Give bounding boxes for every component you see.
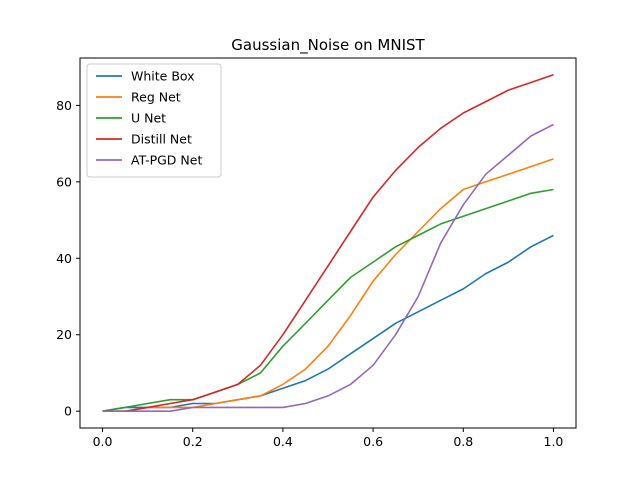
y-tick-label-4: 80: [56, 98, 72, 113]
plot-frame: [79, 57, 577, 429]
y-tick-label-3: 60: [56, 174, 72, 189]
y-tick-label-0: 0: [64, 404, 72, 419]
legend-label-2: U Net: [131, 111, 166, 126]
legend-label-3: Distill Net: [131, 132, 192, 147]
series-layer: [102, 74, 554, 413]
x-tick-label-1: 0.2: [183, 434, 203, 449]
y-tick-label-1: 20: [56, 327, 72, 342]
series-line-4: [102, 123, 554, 413]
series-line-0: [102, 234, 554, 412]
legend: White Box Reg Net U Net Distill Net AT-PGD N…: [86, 63, 222, 178]
x-tick-label-2: 0.4: [273, 434, 293, 449]
legend-box: [86, 63, 222, 178]
x-tick-label-0: 0.0: [93, 434, 113, 449]
series-line-2: [102, 188, 554, 412]
y-tick-label-2: 40: [56, 251, 72, 266]
legend-label-0: White Box: [131, 69, 195, 84]
legend-label-1: Reg Net: [131, 90, 181, 105]
x-tick-label-5: 1.0: [544, 434, 564, 449]
legend-label-4: AT-PGD Net: [131, 153, 202, 168]
chart-title: Gaussian_Noise on MNIST: [231, 36, 425, 55]
series-line-3: [102, 74, 554, 413]
series-line-1: [102, 158, 554, 413]
x-tick-label-4: 0.8: [453, 434, 473, 449]
axes-layer: 0.0 0.2 0.4 0.6 0.8 1.0 0 20 40 60 80: [56, 98, 563, 449]
x-tick-label-3: 0.6: [363, 434, 383, 449]
